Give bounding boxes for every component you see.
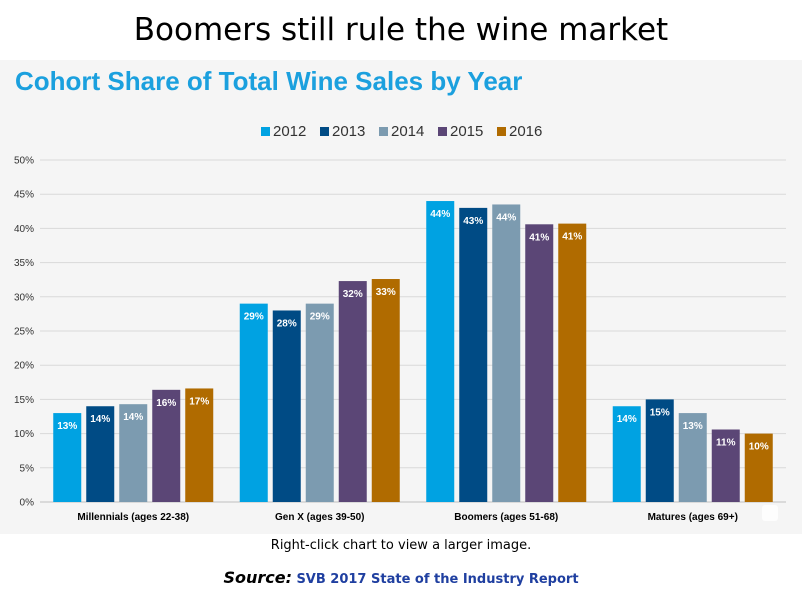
bar-chart[interactable]: 0% 5% 10% 15% 20% 25% 30% 35% 40% 45% 50% 2012 2013 2… — [0, 0, 802, 534]
y-tick-label: 10% — [14, 429, 34, 440]
data-label: 14% — [90, 414, 110, 425]
data-label: 15% — [650, 407, 670, 418]
data-label: 14% — [123, 412, 143, 423]
bar-2012-3[interactable] — [612, 406, 641, 502]
source-line: Source: SVB 2017 State of the Industry R… — [0, 568, 802, 587]
y-tick-label: 0% — [20, 498, 35, 509]
data-label: 17% — [189, 396, 209, 407]
y-tick-label: 25% — [14, 327, 34, 338]
legend-label-2016: 2016 — [509, 123, 542, 140]
expand-icon[interactable] — [762, 505, 778, 521]
bar-2015-3[interactable] — [711, 429, 740, 502]
legend-swatch-2014 — [379, 127, 388, 136]
y-tick-label: 40% — [14, 224, 34, 235]
bar-2015-1[interactable] — [338, 281, 367, 502]
category-label: Millennials (ages 22-38) — [77, 512, 189, 523]
bar-2015-0[interactable] — [152, 389, 181, 502]
y-tick-label: 20% — [14, 361, 34, 372]
legend-swatch-2015 — [438, 127, 447, 136]
bar-2012-0[interactable] — [53, 413, 82, 502]
bar-2013-3[interactable] — [645, 399, 674, 502]
bar-2013-1[interactable] — [272, 310, 301, 502]
data-label: 29% — [310, 312, 330, 323]
y-tick-label: 15% — [14, 395, 34, 406]
y-tick-label: 30% — [14, 292, 34, 303]
bar-2016-2[interactable] — [558, 223, 587, 502]
data-label: 44% — [496, 212, 516, 223]
bar-2012-1[interactable] — [239, 303, 268, 502]
headline: Boomers still rule the wine market — [0, 0, 802, 60]
bar-2016-1[interactable] — [371, 279, 400, 502]
data-label: 44% — [430, 209, 450, 220]
source-label: Source: — [223, 568, 292, 587]
source-link[interactable]: SVB 2017 State of the Industry Report — [296, 572, 579, 587]
bar-2014-1[interactable] — [305, 303, 334, 502]
category-label: Gen X (ages 39-50) — [275, 512, 364, 523]
legend-swatch-2016 — [497, 127, 506, 136]
category-label: Boomers (ages 51-68) — [454, 512, 558, 523]
data-label: 43% — [463, 216, 483, 227]
legend-label-2014: 2014 — [391, 123, 424, 140]
y-tick-label: 50% — [14, 156, 34, 167]
data-label: 16% — [156, 398, 176, 409]
caption: Right-click chart to view a larger image… — [270, 538, 532, 553]
y-tick-label: 45% — [14, 190, 34, 201]
category-label: Matures (ages 69+) — [648, 512, 738, 523]
y-tick-label: 35% — [14, 258, 34, 269]
data-label: 13% — [683, 421, 703, 432]
bar-2014-0[interactable] — [119, 404, 148, 502]
data-label: 41% — [529, 232, 549, 243]
bar-2016-0[interactable] — [185, 388, 214, 502]
data-label: 33% — [376, 287, 396, 298]
bar-2014-3[interactable] — [678, 413, 707, 502]
bar-2013-2[interactable] — [459, 207, 488, 502]
data-label: 13% — [57, 421, 77, 432]
bar-2012-2[interactable] — [426, 201, 455, 503]
bar-2013-0[interactable] — [86, 406, 115, 502]
bar-2015-2[interactable] — [525, 224, 554, 502]
data-label: 10% — [749, 442, 769, 453]
data-label: 29% — [244, 312, 264, 323]
data-label: 11% — [716, 437, 736, 448]
legend-label-2012: 2012 — [273, 123, 306, 140]
data-label: 14% — [617, 414, 637, 425]
legend-swatch-2012 — [261, 127, 270, 136]
bar-2016-3[interactable] — [744, 433, 773, 502]
data-label: 32% — [343, 289, 363, 300]
data-label: 28% — [277, 318, 297, 329]
legend-label-2015: 2015 — [450, 123, 483, 140]
legend-label-2013: 2013 — [332, 123, 365, 140]
chart-title: Cohort Share of Total Wine Sales by Year — [15, 66, 523, 96]
legend-swatch-2013 — [320, 127, 329, 136]
y-tick-label: 5% — [20, 463, 35, 474]
data-label: 41% — [562, 232, 582, 243]
bar-2014-2[interactable] — [492, 204, 521, 502]
